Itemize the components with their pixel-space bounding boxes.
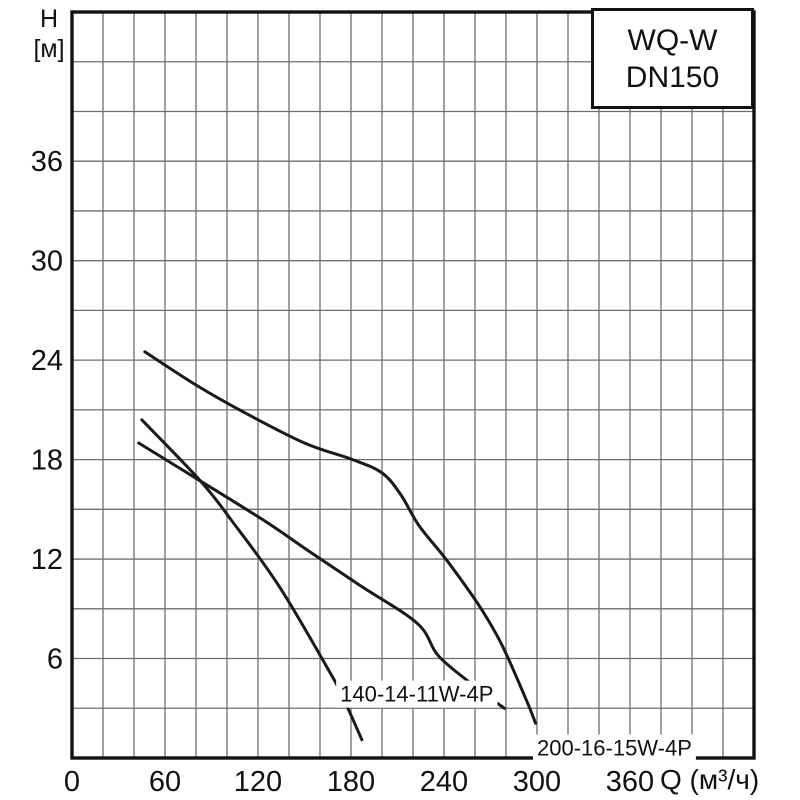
curve-label-text: 200-16-15W-4P [537, 736, 692, 761]
x-tick-label: 360 [606, 766, 654, 798]
curve-140-14-11w-4p [137, 441, 506, 710]
curve-label-background [336, 680, 498, 708]
y-tick-label: 24 [31, 345, 63, 377]
x-tick-label: 120 [234, 766, 282, 798]
x-axis-title: Q (м³/ч) [660, 764, 760, 795]
y-tick-label: 30 [31, 246, 63, 278]
x-tick-label: 60 [149, 766, 181, 798]
curve-200-16-15w-4p [143, 350, 537, 725]
x-tick-label: 180 [327, 766, 375, 798]
y-axis-title: H [39, 5, 59, 33]
curve-label-background [533, 734, 696, 762]
x-tick-label: 0 [64, 766, 80, 798]
plot-border [70, 10, 756, 760]
y-tick-label: 12 [31, 544, 63, 576]
legend-box: WQ-W DN150 [591, 8, 754, 109]
curve-label: 200-16-15W-4P [533, 734, 696, 762]
x-tick-label: 300 [513, 766, 561, 798]
curve-middle-curve [140, 418, 364, 742]
y-axis-unit: [м] [33, 35, 65, 63]
y-tick-label: 6 [47, 644, 63, 676]
legend-series-name: WQ-W [627, 23, 718, 57]
y-tick-label: 18 [31, 445, 63, 477]
grid-lines [72, 12, 754, 758]
legend-model-size: DN150 [625, 60, 720, 94]
curve-label-text: 140-14-11W-4P [340, 682, 493, 707]
x-tick-label: 240 [420, 766, 468, 798]
y-tick-label: 36 [31, 146, 63, 178]
curve-label: 140-14-11W-4P [336, 680, 498, 708]
